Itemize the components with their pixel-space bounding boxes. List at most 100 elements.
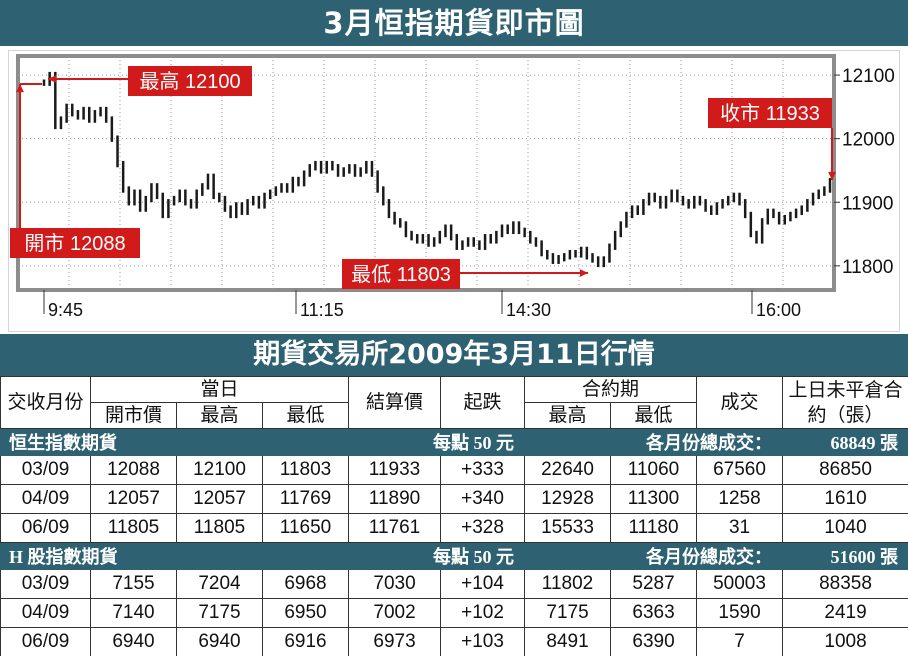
table-cell: 12100 bbox=[176, 455, 263, 485]
table-cell: 11803 bbox=[261, 455, 350, 485]
group-header-row: H 股指數期貨 每點 50 元各月份總成交： 51600 張 bbox=[0, 542, 908, 570]
callout-arrowhead bbox=[828, 171, 836, 180]
table-cell: 11805 bbox=[90, 513, 177, 543]
table-cell: 7002 bbox=[348, 598, 442, 628]
table-cell: 1258 bbox=[696, 484, 784, 514]
table-cell: 6973 bbox=[348, 627, 442, 656]
table-cell: 6390 bbox=[610, 627, 698, 656]
table-cell: +104 bbox=[440, 569, 526, 599]
callout-label: 最高 12100 bbox=[139, 70, 240, 93]
table-cell: 7140 bbox=[90, 598, 177, 628]
intraday-chart: 11800 11900 12000 12100 9:45 11:15 14:30 16:00 最… bbox=[10, 54, 895, 320]
table-cell: 04/09 bbox=[0, 598, 91, 628]
y-tick-label: 11900 bbox=[842, 193, 893, 214]
table-cell: 11890 bbox=[348, 484, 442, 514]
callout-box bbox=[128, 66, 252, 96]
table-row: 03/09 7155 7204 6968 7030 +104 11802 5287 50003 8… bbox=[0, 569, 908, 599]
table-cell: 7175 bbox=[176, 598, 263, 628]
table-row: 04/09 12057 12057 11769 11890 +340 12928 11300 1… bbox=[0, 484, 908, 514]
futures-quote-table: 交收月份 當日 結算價 起跌 合約期 成交 上日未平倉合約（張） 開市價 最高 … bbox=[0, 376, 908, 656]
table-cell: 11300 bbox=[610, 484, 698, 514]
header-change: 起跌 bbox=[440, 376, 526, 429]
callout-label: 收市 11933 bbox=[720, 102, 820, 125]
table-cell: 7204 bbox=[176, 569, 263, 599]
header-open-interest: 上日未平倉合約（張） bbox=[782, 376, 908, 429]
table-cell: 50003 bbox=[696, 569, 784, 599]
table-cell: +328 bbox=[440, 513, 526, 543]
table-cell: 15533 bbox=[524, 513, 612, 543]
table-row: 06/09 6940 6940 6916 6973 +103 8491 6390 7 1008 bbox=[0, 627, 908, 656]
chart-area: 11800 11900 12000 12100 9:45 11:15 14:30 16:00 最… bbox=[0, 46, 908, 334]
header-high: 最高 bbox=[176, 402, 263, 429]
header-contract-low: 最低 bbox=[610, 402, 698, 429]
table-cell: 1610 bbox=[782, 484, 908, 514]
table-cell: 1040 bbox=[782, 513, 908, 543]
table-row: 03/09 12088 12100 11803 11933 +333 22640 11060 6… bbox=[0, 455, 908, 485]
x-tick-label: 9:45 bbox=[48, 300, 83, 320]
callout-arrowhead bbox=[16, 84, 24, 93]
table-cell: 6940 bbox=[176, 627, 263, 656]
table-cell: 88358 bbox=[782, 569, 908, 599]
table-cell: 7175 bbox=[524, 598, 612, 628]
table-cell: 12057 bbox=[176, 484, 263, 514]
header-open: 開市價 bbox=[90, 402, 177, 429]
x-tick-label: 14:30 bbox=[506, 300, 551, 320]
group-total: 68849 張 bbox=[782, 428, 908, 456]
header-settle: 結算價 bbox=[348, 376, 442, 429]
y-tick-label: 11800 bbox=[842, 257, 893, 278]
table-cell: 11761 bbox=[348, 513, 442, 543]
group-unit: 每點 50 元 bbox=[348, 542, 526, 570]
callout-label: 最低 11803 bbox=[351, 263, 451, 286]
table-cell: +103 bbox=[440, 627, 526, 656]
group-name: 恒生指數期貨 bbox=[0, 428, 350, 456]
table-cell: 04/09 bbox=[0, 484, 91, 514]
callout-box bbox=[10, 228, 140, 258]
table-cell: 11769 bbox=[261, 484, 350, 514]
table-cell: 7 bbox=[696, 627, 784, 656]
header-volume: 成交 bbox=[696, 376, 784, 429]
section-bar: 期貨交易所2009年3月11日行情 bbox=[0, 334, 908, 376]
table-cell: 6940 bbox=[90, 627, 177, 656]
table-cell: 11802 bbox=[524, 569, 612, 599]
table-cell: 11933 bbox=[348, 455, 442, 485]
table-cell: 86850 bbox=[782, 455, 908, 485]
callout-box bbox=[708, 98, 832, 128]
group-total: 51600 張 bbox=[782, 542, 908, 570]
y-tick-label: 12000 bbox=[842, 130, 895, 151]
table-cell: 6363 bbox=[610, 598, 698, 628]
header-contract: 合約期 bbox=[524, 376, 698, 403]
x-tick-label: 11:15 bbox=[300, 300, 344, 320]
table-cell: 6950 bbox=[261, 598, 350, 628]
callout-arrowhead bbox=[579, 269, 588, 277]
callout-box bbox=[342, 259, 460, 289]
group-header-row: 恒生指數期貨 每點 50 元各月份總成交： 68849 張 bbox=[0, 428, 908, 456]
title-bar: 3月恒指期貨即市圖 bbox=[0, 0, 908, 46]
header-day: 當日 bbox=[89, 376, 350, 403]
group-total-label: 各月份總成交： bbox=[524, 542, 784, 570]
chart-title: 3月恒指期貨即市圖 bbox=[323, 6, 585, 40]
table-cell: +102 bbox=[440, 598, 526, 628]
table-cell: 03/09 bbox=[0, 569, 91, 599]
table-cell: 22640 bbox=[524, 455, 612, 485]
group-name: H 股指數期貨 bbox=[0, 542, 350, 570]
x-tick-label: 16:00 bbox=[756, 300, 801, 320]
table-cell: +340 bbox=[440, 484, 526, 514]
table-cell: 2419 bbox=[782, 598, 908, 628]
table-cell: 11180 bbox=[610, 513, 698, 543]
table-cell: 5287 bbox=[610, 569, 698, 599]
table-cell: 31 bbox=[696, 513, 784, 543]
header-month: 交收月份 bbox=[0, 376, 91, 429]
group-unit: 每點 50 元 bbox=[348, 428, 526, 456]
table-row: 04/09 7140 7175 6950 7002 +102 7175 6363 1590 241… bbox=[0, 598, 908, 628]
table-cell: 12928 bbox=[524, 484, 612, 514]
table-cell: 12088 bbox=[90, 455, 177, 485]
table-cell: 11805 bbox=[176, 513, 263, 543]
callout-arrowhead bbox=[48, 75, 57, 83]
header-low: 最低 bbox=[261, 402, 350, 429]
table-cell: +333 bbox=[440, 455, 526, 485]
table-cell: 11650 bbox=[261, 513, 350, 543]
table-cell: 1590 bbox=[696, 598, 784, 628]
table-cell: 6968 bbox=[261, 569, 350, 599]
y-tick-label: 12100 bbox=[842, 66, 895, 87]
table-cell: 7030 bbox=[348, 569, 442, 599]
